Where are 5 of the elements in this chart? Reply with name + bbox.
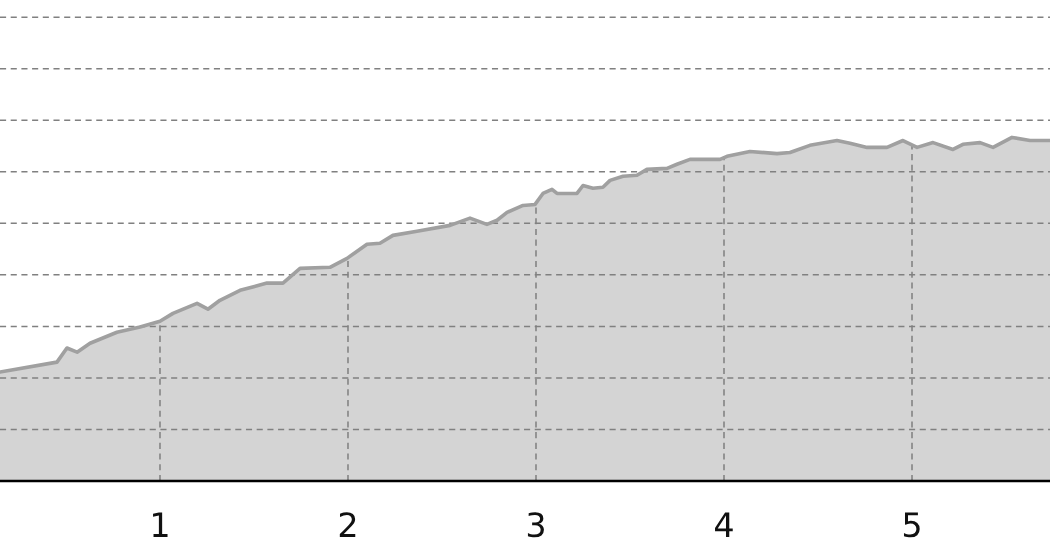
x-tick-label: 4 [715,512,733,537]
x-tick-label: 2 [339,512,356,537]
x-tick-label: 1 [153,512,168,537]
x-tick-label: 5 [903,512,920,538]
x-tick-label: 3 [527,512,544,538]
